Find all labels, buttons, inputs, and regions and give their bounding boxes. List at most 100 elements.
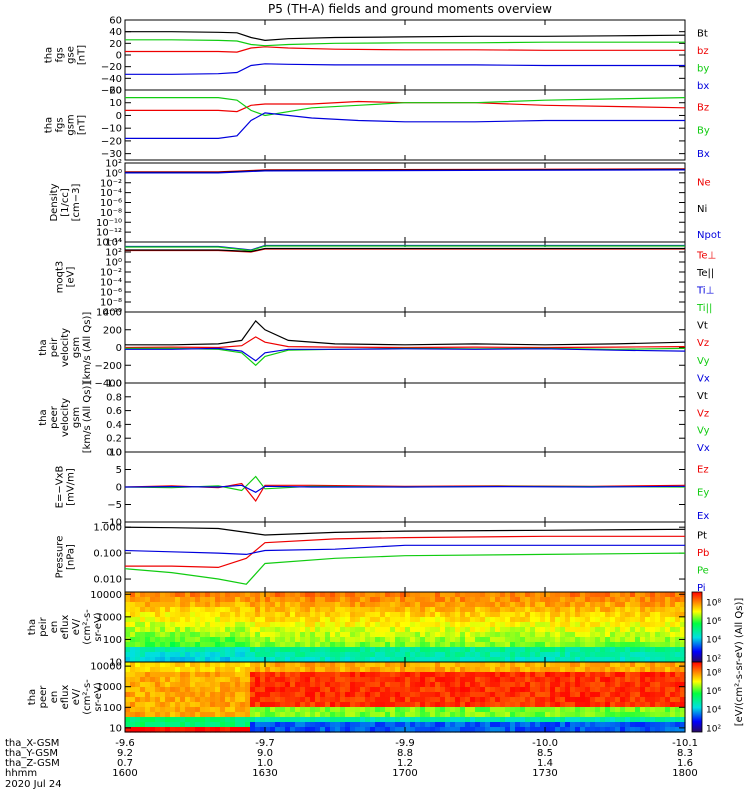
heatmap-cell xyxy=(645,677,651,683)
heatmap-cell xyxy=(295,712,301,718)
heatmap-cell xyxy=(545,657,551,663)
heatmap-cell xyxy=(600,677,606,683)
heatmap-cell xyxy=(315,692,321,698)
heatmap-cell xyxy=(335,597,341,603)
heatmap-cell xyxy=(175,662,181,668)
heatmap-cell xyxy=(170,647,176,653)
heatmap-cell xyxy=(495,672,501,678)
heatmap-cell xyxy=(625,627,631,633)
heatmap-cell xyxy=(500,622,506,628)
heatmap-cell xyxy=(450,622,456,628)
heatmap-cell xyxy=(405,687,411,693)
heatmap-cell xyxy=(670,642,676,648)
heatmap-cell xyxy=(445,592,451,598)
heatmap-cell xyxy=(675,702,681,708)
heatmap-cell xyxy=(175,617,181,623)
heatmap-cell xyxy=(305,667,311,673)
heatmap-cell xyxy=(395,612,401,618)
heatmap-cell xyxy=(220,602,226,608)
heatmap-cell xyxy=(225,727,231,733)
heatmap-cell xyxy=(335,637,341,643)
heatmap-cell xyxy=(660,602,666,608)
heatmap-cell xyxy=(245,612,251,618)
heatmap-cell xyxy=(415,607,421,613)
heatmap-cell xyxy=(220,722,226,728)
legend-entry: Ni xyxy=(697,204,707,215)
legend-entry: Vy xyxy=(697,426,710,437)
heatmap-cell xyxy=(385,637,391,643)
heatmap-cell xyxy=(435,627,441,633)
heatmap-cell xyxy=(330,702,336,708)
heatmap-cell xyxy=(585,652,591,658)
heatmap-cell xyxy=(430,677,436,683)
heatmap-cell xyxy=(600,612,606,618)
heatmap-cell xyxy=(230,592,236,598)
heatmap-cell xyxy=(565,662,571,668)
heatmap-cell xyxy=(275,602,281,608)
heatmap-cell xyxy=(675,607,681,613)
heatmap-cell xyxy=(260,647,266,653)
heatmap-cell xyxy=(205,697,211,703)
heatmap-cell xyxy=(510,727,516,733)
heatmap-cell xyxy=(365,597,371,603)
heatmap-cell xyxy=(450,687,456,693)
heatmap-cell xyxy=(365,677,371,683)
heatmap-cell xyxy=(210,652,216,658)
heatmap-cell xyxy=(535,622,541,628)
heatmap-cell xyxy=(540,617,546,623)
heatmap-cell xyxy=(495,617,501,623)
heatmap-cell xyxy=(640,687,646,693)
heatmap-cell xyxy=(555,642,561,648)
heatmap-cell xyxy=(210,727,216,733)
heatmap-cell xyxy=(545,722,551,728)
heatmap-cell xyxy=(625,687,631,693)
heatmap-cell xyxy=(490,627,496,633)
y-tick-label: 1.0 xyxy=(106,379,122,390)
heatmap-cell xyxy=(400,662,406,668)
heatmap-cell xyxy=(395,622,401,628)
heatmap-cell xyxy=(465,657,471,663)
heatmap-cell xyxy=(165,652,171,658)
heatmap-cell xyxy=(475,702,481,708)
heatmap-cell xyxy=(150,632,156,638)
heatmap-cell xyxy=(320,722,326,728)
heatmap-cell xyxy=(570,617,576,623)
heatmap-cell xyxy=(655,617,661,623)
y-axis-label: en xyxy=(49,691,60,704)
heatmap-cell xyxy=(605,677,611,683)
heatmap-cell xyxy=(375,717,381,723)
heatmap-cell xyxy=(540,627,546,633)
heatmap-cell xyxy=(460,687,466,693)
heatmap-cell xyxy=(435,682,441,688)
heatmap-cell xyxy=(270,607,276,613)
heatmap-cell xyxy=(580,712,586,718)
heatmap-cell xyxy=(335,677,341,683)
heatmap-cell xyxy=(160,602,166,608)
y-axis-label: tha xyxy=(27,689,38,705)
heatmap-cell xyxy=(170,632,176,638)
heatmap-cell xyxy=(230,712,236,718)
heatmap-cell xyxy=(330,657,336,663)
heatmap-cell xyxy=(585,672,591,678)
heatmap-cell xyxy=(485,672,491,678)
heatmap-cell xyxy=(440,627,446,633)
heatmap-cell xyxy=(250,612,256,618)
heatmap-cell xyxy=(340,712,346,718)
heatmap-cell xyxy=(140,692,146,698)
heatmap-cell xyxy=(530,727,536,733)
heatmap-cell xyxy=(485,722,491,728)
heatmap-cell xyxy=(165,602,171,608)
heatmap-cell xyxy=(575,672,581,678)
heatmap-cell xyxy=(390,722,396,728)
heatmap-cell xyxy=(205,607,211,613)
heatmap-cell xyxy=(675,632,681,638)
heatmap-cell xyxy=(495,652,501,658)
heatmap-cell xyxy=(170,727,176,733)
heatmap-cell xyxy=(570,602,576,608)
heatmap-cell xyxy=(345,662,351,668)
heatmap-cell xyxy=(535,672,541,678)
heatmap-cell xyxy=(265,637,271,643)
heatmap-cell xyxy=(345,677,351,683)
heatmap-cell xyxy=(305,672,311,678)
